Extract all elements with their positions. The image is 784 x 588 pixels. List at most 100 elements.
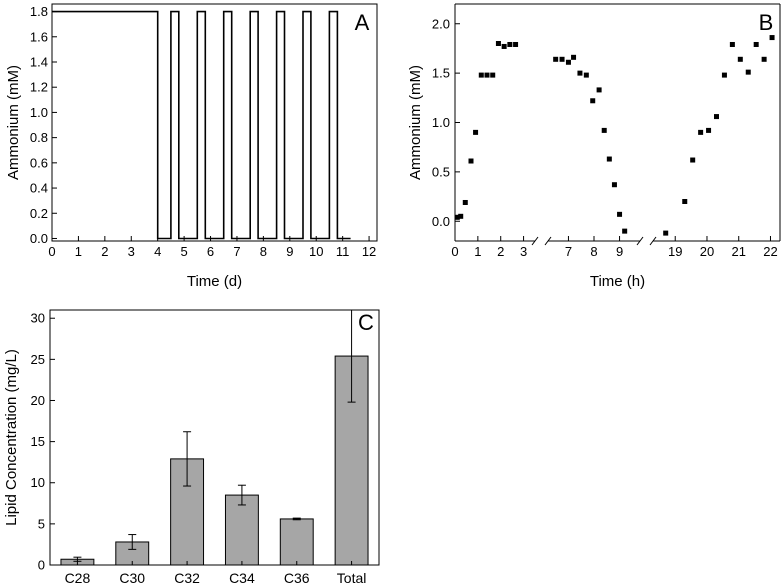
panel-a-ytick-label: 1.8	[30, 4, 48, 19]
panel-c-category-label: C34	[229, 570, 255, 586]
panel-b-data-point	[571, 54, 577, 60]
panel-b-data-point	[714, 114, 719, 120]
panel-b-data-point	[622, 228, 628, 234]
panel-b-label: B	[759, 10, 774, 35]
panel-a-xtick-label: 4	[154, 244, 161, 259]
panel-b-ylabel: Ammonium (mM)	[407, 65, 424, 180]
panel-b-data-point	[753, 41, 759, 47]
panel-b-axis-break-mark	[531, 236, 539, 246]
panel-a-ylabel: Ammonium (mM)	[5, 65, 22, 180]
panel-a-xtick-label: 6	[207, 244, 214, 259]
panel-a-ytick-label: 0.4	[30, 181, 48, 196]
panel-c-ylabel: Lipid Concentration (mg/L)	[3, 349, 20, 526]
panel-c-category-label: Total	[337, 570, 367, 586]
panel-b-xtick-label: 19	[668, 244, 682, 259]
panel-c-bar	[279, 518, 314, 566]
panel-b-xtick-label: 9	[616, 244, 623, 259]
panel-a-xlabel: Time (d)	[187, 273, 242, 290]
panel-b-data-point	[721, 72, 727, 78]
panel-c-ytick-label: 25	[31, 352, 45, 367]
panel-c-category-label: C36	[284, 570, 310, 586]
panel-b-data-point	[484, 72, 490, 78]
panel-b-data-point	[473, 129, 479, 135]
panel-b-data-point	[682, 199, 688, 204]
panel-a-label: A	[355, 10, 370, 35]
panel-b-data-point	[553, 56, 559, 62]
panel-b-xlabel: Time (h)	[590, 273, 645, 290]
panel-a-xtick-label: 2	[101, 244, 108, 259]
panel-a-ytick-label: 1.0	[30, 105, 48, 120]
panel-b-data-point	[761, 56, 767, 62]
panel-a-ytick-label: 0.0	[30, 231, 48, 246]
panel-b-xtick-label: 20	[700, 244, 714, 259]
panel-b-xtick-label: 7	[565, 244, 572, 259]
panel-b-xtick-label: 21	[731, 244, 745, 259]
panel-b-data-point	[663, 230, 669, 236]
panel-b-data-point	[617, 211, 623, 217]
panel-c-category-label: C28	[65, 570, 91, 586]
panel-b-xtick-label: 0	[451, 244, 458, 259]
panel-b-data-point	[513, 41, 519, 47]
panel-c-ytick-label: 10	[31, 475, 45, 490]
panel-b-axis-break-mark	[636, 236, 644, 246]
panel-b-data-point	[706, 127, 712, 133]
panel-a-xtick-label: 0	[48, 244, 55, 259]
panel-b-data-point	[478, 72, 484, 78]
panel-b-data-point	[596, 87, 602, 93]
panel-c-ytick-label: 20	[31, 393, 45, 408]
panel-a-frame	[51, 3, 378, 242]
panel-b-data-point	[698, 129, 704, 135]
panel-b-ytick-label: 0.0	[432, 214, 450, 229]
panel-a-xtick-label: 5	[180, 244, 187, 259]
panel-b-data-point	[462, 199, 468, 205]
panel-b-data-point	[458, 213, 464, 219]
panel-b-data-point	[690, 157, 696, 163]
panel-a-ytick-label: 1.6	[30, 29, 48, 44]
panel-b-xtick-label: 2	[497, 244, 504, 259]
panel-a-ytick-label: 0.2	[30, 206, 48, 221]
panel-b-axis-break-mark	[544, 236, 552, 246]
panel-b-xtick-label: 22	[763, 244, 777, 259]
panel-a-xtick-label: 3	[128, 244, 135, 259]
panel-b-data-point	[468, 158, 474, 164]
panel-c-bar	[224, 494, 259, 566]
panel-a-xtick-label: 7	[233, 244, 240, 259]
panel-b-ytick-label: 2.0	[432, 16, 450, 31]
panel-c-label: C	[358, 310, 374, 335]
panel-c-frame	[49, 309, 380, 566]
panel-b-data-point	[507, 41, 513, 47]
panel-c-ytick-label: 30	[31, 311, 45, 326]
panel-b-data-point	[490, 72, 496, 78]
panel-a-xtick-label: 8	[260, 244, 267, 259]
panel-b-ytick-label: 0.5	[432, 164, 450, 179]
panel-a-ytick-label: 0.8	[30, 130, 48, 145]
panel-c-ytick-label: 5	[38, 516, 45, 531]
panel-a-xtick-label: 1	[75, 244, 82, 259]
panel-a-xtick-label: 9	[286, 244, 293, 259]
panel-b-data-point	[590, 98, 596, 104]
panel-b-data-point	[495, 41, 501, 46]
panel-b-data-point	[501, 43, 507, 49]
panel-b-data-point	[606, 156, 612, 162]
panel-a-ytick-label: 1.4	[30, 54, 48, 69]
panel-b-data-point	[565, 59, 571, 65]
panel-b-axis-break-mark	[649, 236, 657, 246]
panel-a-ytick-label: 1.2	[30, 80, 48, 95]
panel-b-data-point	[729, 41, 735, 47]
panel-c-ytick-label: 0	[38, 558, 45, 573]
panel-b-data-point	[577, 70, 583, 76]
panel-a-xtick-label: 12	[362, 244, 376, 259]
panel-b-data-point	[769, 35, 775, 41]
panel-c-category-label: C30	[119, 570, 145, 586]
panel-b-xtick-label: 8	[590, 244, 597, 259]
panel-b-ytick-label: 1.5	[432, 66, 450, 81]
panel-b-data-point	[583, 72, 589, 78]
panel-b-xtick-label: 1	[474, 244, 481, 259]
panel-a-xtick-label: 11	[336, 244, 350, 259]
panel-b-data-point	[601, 127, 607, 133]
panel-a-series-line	[52, 10, 351, 240]
panel-b-data-point	[611, 182, 617, 188]
panel-b-data-point	[745, 69, 751, 75]
panel-b-data-point	[454, 214, 460, 220]
